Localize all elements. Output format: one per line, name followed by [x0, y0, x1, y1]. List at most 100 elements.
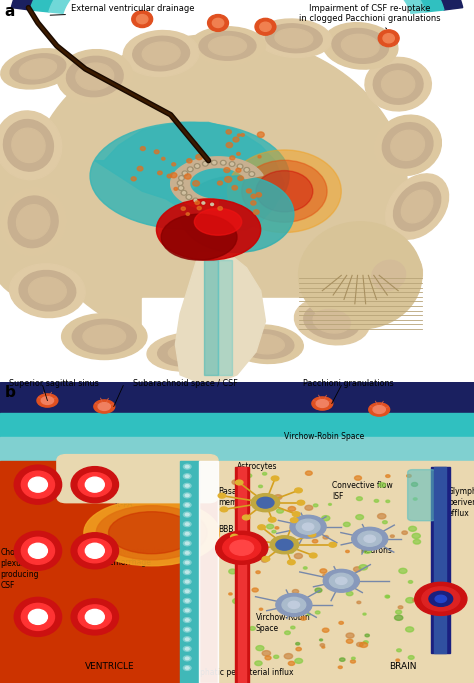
Ellipse shape: [78, 539, 111, 563]
Circle shape: [268, 517, 276, 522]
Circle shape: [183, 579, 191, 584]
Ellipse shape: [21, 471, 55, 498]
Ellipse shape: [123, 31, 199, 76]
Circle shape: [231, 163, 234, 165]
Circle shape: [270, 535, 299, 554]
Bar: [0, 436, 474, 460]
Circle shape: [398, 606, 403, 609]
Bar: [238, 466, 246, 683]
Circle shape: [41, 397, 54, 404]
Ellipse shape: [393, 182, 441, 231]
Circle shape: [262, 557, 270, 561]
Circle shape: [211, 161, 217, 165]
Circle shape: [295, 488, 302, 493]
Circle shape: [236, 484, 238, 486]
Circle shape: [235, 550, 243, 555]
Circle shape: [297, 500, 305, 505]
Circle shape: [234, 507, 238, 510]
Circle shape: [312, 540, 318, 543]
Circle shape: [415, 583, 467, 615]
Circle shape: [397, 649, 401, 652]
Bar: [431, 466, 450, 653]
Circle shape: [355, 476, 362, 480]
Ellipse shape: [256, 171, 313, 212]
Ellipse shape: [190, 27, 265, 65]
Circle shape: [323, 574, 328, 577]
Circle shape: [204, 163, 207, 165]
Circle shape: [224, 167, 230, 173]
Bar: [180, 460, 199, 683]
Text: External ventricular drainage: External ventricular drainage: [50, 4, 194, 15]
Text: Thrombolytic
decay
with / without
rt-PA: Thrombolytic decay with / without rt-PA: [114, 466, 167, 509]
Polygon shape: [95, 122, 284, 229]
Circle shape: [185, 590, 189, 592]
Circle shape: [194, 164, 200, 168]
Circle shape: [183, 484, 191, 488]
Circle shape: [275, 527, 279, 529]
Text: Superior sagittal sinus: Superior sagittal sinus: [9, 379, 99, 388]
Circle shape: [233, 137, 239, 142]
Circle shape: [373, 406, 385, 413]
Ellipse shape: [133, 36, 190, 71]
Circle shape: [409, 581, 413, 583]
Ellipse shape: [256, 19, 332, 57]
Ellipse shape: [14, 465, 62, 504]
Text: VENTRICLE: VENTRICLE: [85, 662, 135, 671]
Circle shape: [236, 664, 244, 669]
Text: Glymphatic
perivenous
efflux: Glymphatic perivenous efflux: [448, 487, 474, 518]
Circle shape: [212, 18, 224, 27]
Circle shape: [413, 599, 417, 602]
Text: BRAIN: BRAIN: [389, 662, 416, 671]
Circle shape: [181, 191, 187, 195]
Circle shape: [271, 476, 279, 481]
FancyBboxPatch shape: [57, 455, 218, 503]
Circle shape: [192, 180, 200, 186]
Circle shape: [184, 174, 191, 179]
Text: Impairment of CSF re-uptake
in clogged Pacchioni granulations: Impairment of CSF re-uptake in clogged P…: [299, 4, 440, 29]
Circle shape: [289, 561, 292, 563]
Bar: [235, 466, 249, 683]
Ellipse shape: [84, 500, 219, 566]
Ellipse shape: [161, 214, 237, 260]
Circle shape: [172, 163, 176, 166]
Circle shape: [237, 134, 240, 137]
Circle shape: [183, 627, 191, 632]
Circle shape: [357, 601, 361, 604]
Circle shape: [157, 171, 162, 175]
Circle shape: [408, 656, 414, 659]
Ellipse shape: [28, 543, 47, 558]
Circle shape: [238, 165, 241, 167]
Circle shape: [369, 403, 390, 416]
Circle shape: [179, 176, 184, 180]
Circle shape: [329, 542, 337, 547]
Circle shape: [296, 643, 300, 645]
Circle shape: [356, 515, 364, 520]
Circle shape: [216, 531, 268, 564]
Circle shape: [183, 550, 191, 555]
Bar: [199, 460, 218, 683]
Circle shape: [192, 198, 198, 203]
Circle shape: [185, 609, 189, 612]
Circle shape: [255, 661, 262, 665]
Circle shape: [363, 548, 371, 553]
Circle shape: [262, 651, 271, 656]
Circle shape: [209, 202, 215, 207]
Ellipse shape: [62, 313, 147, 359]
Circle shape: [339, 622, 344, 624]
Ellipse shape: [12, 128, 45, 163]
Ellipse shape: [96, 505, 207, 560]
Circle shape: [98, 402, 110, 410]
Circle shape: [315, 588, 322, 592]
Circle shape: [185, 667, 189, 669]
Circle shape: [316, 400, 328, 408]
Ellipse shape: [28, 277, 66, 304]
Circle shape: [241, 537, 246, 540]
Circle shape: [180, 187, 182, 189]
Ellipse shape: [194, 208, 242, 235]
Ellipse shape: [83, 325, 126, 348]
Polygon shape: [49, 0, 425, 14]
Circle shape: [140, 147, 146, 150]
Circle shape: [183, 474, 191, 479]
Text: Virchow-Robin Space: Virchow-Robin Space: [284, 432, 365, 441]
Circle shape: [197, 206, 201, 210]
